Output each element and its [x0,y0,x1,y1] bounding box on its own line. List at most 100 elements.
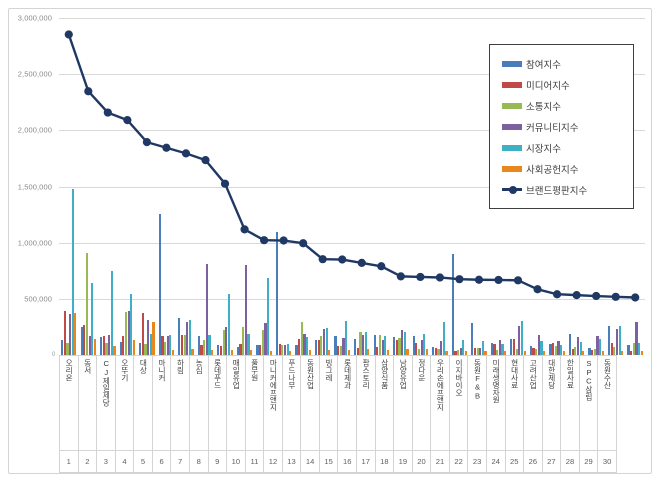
bar [437,348,440,355]
rank-numbers-row: 1 2 3 4 5 6 7 8 9 10 11 12 13 14 15 16 17 18 19 20 21 22 23 24 2… [59,451,617,473]
legend-item-5[interactable]: 시장지수 [502,137,627,158]
bar [147,320,150,355]
bar [225,326,228,355]
bar [364,331,367,355]
bar [169,335,172,355]
bar [158,213,161,355]
bar [520,321,524,355]
category-label: 대상 [138,359,148,374]
rank-cell: 21 [431,451,450,473]
bar [484,350,487,355]
bar-group [332,18,352,355]
bar [568,333,572,355]
bar [80,327,83,355]
legend-item-3[interactable]: 소통지수 [502,95,627,116]
bar [205,263,208,355]
line-marker [84,87,93,96]
bar-group [352,18,372,355]
bar [423,334,426,355]
bar [559,345,563,355]
bar [599,339,602,355]
bar [434,347,437,355]
rank-cell: 20 [412,451,432,473]
bar-group [625,18,645,355]
category-cell: 한일사료 [561,356,580,451]
legend-item-1[interactable]: 참여지수 [502,53,627,74]
bar [440,341,443,355]
category-label: 현대사료 [510,359,520,389]
bar [406,348,409,355]
category-cell: 대상 [134,356,153,451]
legend-item-2[interactable]: 미디어지수 [502,74,627,95]
legend-item-6[interactable]: 사회공헌지수 [502,158,627,179]
category-cell: 동원수산 [598,356,617,451]
bar [93,339,96,355]
bar [266,277,270,355]
bar [163,341,167,355]
bar [571,348,574,355]
bar [102,336,105,355]
bar [454,350,457,355]
bar [227,293,231,355]
bar [100,336,103,355]
rank-cell: 24 [486,451,506,473]
bar [211,350,214,355]
bar [300,321,303,355]
bar-group [391,18,411,355]
bar [367,349,370,355]
bar-group [450,18,470,355]
legend-item-label: 커뮤니티지수 [526,122,579,134]
category-cell: 농심 [189,356,209,451]
bar [359,331,362,355]
category-label: 대한제당 [547,359,557,389]
bar [376,347,379,355]
bar [601,351,604,355]
bar [139,343,142,355]
rank-cell: 19 [394,451,413,473]
category-label: 고려산업 [528,359,538,389]
bar-group [79,18,99,355]
bar [259,345,262,355]
category-cell: 매일유업 [227,356,246,451]
category-cell: 대한제당 [542,356,562,451]
category-cell: 풀무원 [245,356,265,451]
bar [635,322,638,355]
bar [630,350,633,355]
bar [63,310,66,355]
legend-color-swatch-icon [502,144,522,151]
bar [91,283,94,355]
bar [132,339,136,355]
y-axis-tick-label: 1,500,000 [17,182,52,191]
category-cell: 푸드나무 [282,356,302,451]
bar [579,342,582,355]
bar-group [118,18,138,355]
rank-cell: 8 [189,451,209,473]
bar [74,312,77,355]
bar [113,346,116,355]
bar [552,342,555,355]
bar [303,333,306,355]
gridline [59,74,645,76]
bar [593,348,596,355]
bar [119,341,122,355]
bar [171,350,175,355]
bar [554,346,557,355]
bar-group [196,18,216,355]
bar [373,335,376,355]
bar-group [586,18,606,355]
gridline [59,186,645,188]
legend-item-4[interactable]: 커뮤니티지수 [502,116,627,137]
category-label: 푸드나무 [287,359,297,389]
line-marker [299,239,308,248]
bar-group [411,18,431,355]
bar [479,347,482,355]
category-cell: SPC삼립 [579,356,599,451]
bar [200,344,203,355]
bar [124,312,128,355]
bar [328,350,331,355]
bar [308,350,311,355]
rank-cell: 14 [301,451,320,473]
bar [398,337,401,355]
line-marker [103,108,112,117]
legend-item-7[interactable]: 브랜드평판지수 [502,179,627,200]
